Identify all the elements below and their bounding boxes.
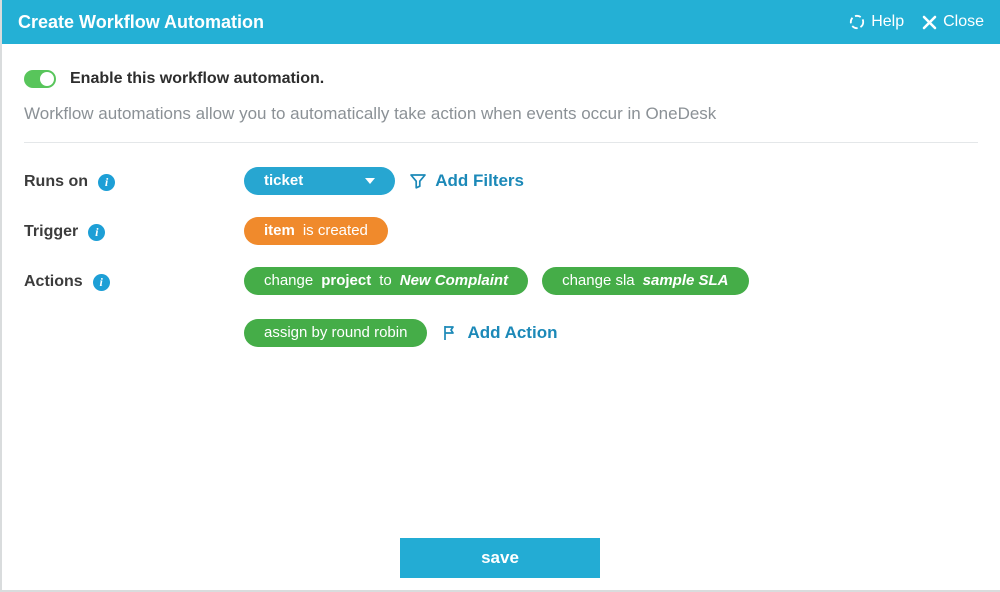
runs-on-label: Runs on [24,173,88,191]
trigger-predicate: is created [303,223,368,238]
enable-row: Enable this workflow automation. [24,70,978,88]
description-text: Workflow automations allow you to automa… [24,104,978,124]
action-pill[interactable]: change sla sample SLA [542,267,748,295]
runs-on-value: ticket [264,173,303,188]
trigger-controls: item is created [244,217,388,245]
action-pill[interactable]: change project to New Complaint [244,267,528,295]
titlebar-actions: Help Close [849,13,984,31]
action-prefix: change [264,273,313,288]
dialog-footer: save [0,538,1000,578]
action-pill[interactable]: assign by round robin [244,319,427,347]
trigger-label: Trigger [24,223,78,241]
enable-label: Enable this workflow automation. [70,70,324,88]
info-icon[interactable]: i [93,274,110,291]
runs-on-controls: ticket Add Filters [244,167,524,195]
close-icon [922,15,937,30]
action-field: project [321,273,371,288]
action-value: sample SLA [643,273,729,288]
filter-icon [409,172,427,190]
actions-label-col: Actions i [24,267,244,291]
flag-icon [441,324,459,342]
add-action-button[interactable]: Add Action [441,323,557,343]
action-prefix: change sla [562,273,635,288]
actions-label: Actions [24,273,83,291]
help-label: Help [871,13,904,31]
trigger-pill[interactable]: item is created [244,217,388,245]
action-value: New Complaint [400,273,508,288]
add-filters-button[interactable]: Add Filters [409,171,524,191]
save-button[interactable]: save [400,538,600,578]
runs-on-label-col: Runs on i [24,167,244,191]
runs-on-select[interactable]: ticket [244,167,395,195]
close-label: Close [943,13,984,31]
trigger-row: Trigger i item is created [24,217,978,245]
trigger-subject: item [264,223,295,238]
action-text: assign by round robin [264,325,407,340]
add-filters-label: Add Filters [435,171,524,191]
add-action-label: Add Action [467,323,557,343]
dialog-titlebar: Create Workflow Automation Help Close [2,0,1000,44]
action-joiner: to [379,273,392,288]
help-button[interactable]: Help [849,13,904,31]
help-icon [849,14,865,30]
enable-toggle[interactable] [24,70,56,88]
dialog-title: Create Workflow Automation [18,12,849,33]
dialog-body: Enable this workflow automation. Workflo… [2,44,1000,347]
chevron-down-icon [365,178,375,184]
info-icon[interactable]: i [88,224,105,241]
runs-on-row: Runs on i ticket Add Filters [24,167,978,195]
actions-controls: change project to New Complaint change s… [244,267,884,347]
divider [24,142,978,143]
info-icon[interactable]: i [98,174,115,191]
actions-row: Actions i change project to New Complain… [24,267,978,347]
close-button[interactable]: Close [922,13,984,31]
trigger-label-col: Trigger i [24,217,244,241]
